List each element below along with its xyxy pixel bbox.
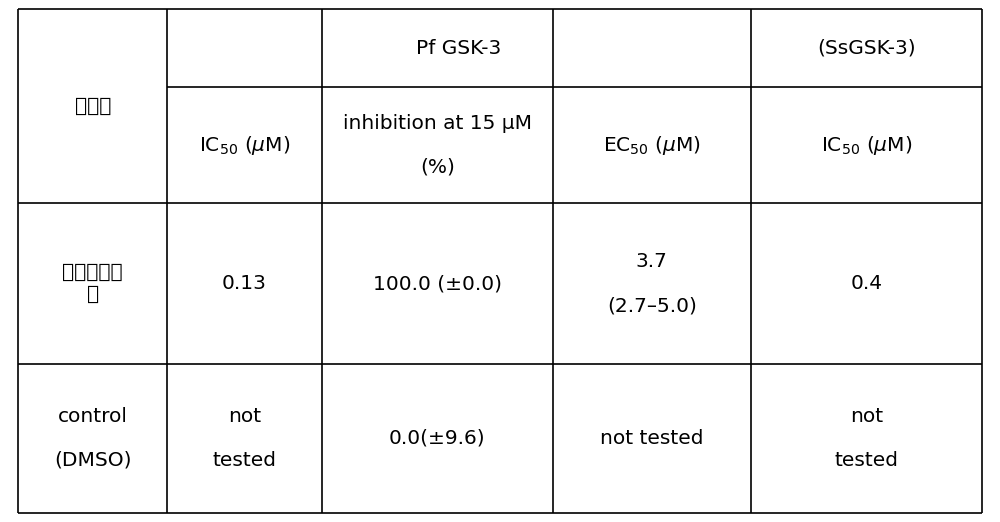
Text: 化合物: 化合物 bbox=[75, 97, 111, 116]
Text: control

(DMSO): control (DMSO) bbox=[54, 407, 131, 470]
Text: inhibition at 15 μM

(%): inhibition at 15 μM (%) bbox=[343, 114, 532, 177]
Text: 100.0 (±0.0): 100.0 (±0.0) bbox=[373, 274, 502, 293]
Text: EC$_{50}$ ($\mu$M): EC$_{50}$ ($\mu$M) bbox=[603, 134, 701, 157]
Text: IC$_{50}$ ($\mu$M): IC$_{50}$ ($\mu$M) bbox=[199, 134, 290, 157]
Text: (SsGSK-3): (SsGSK-3) bbox=[817, 39, 916, 58]
Text: IC$_{50}$ ($\mu$M): IC$_{50}$ ($\mu$M) bbox=[821, 134, 912, 157]
Text: 3.7

(2.7–5.0): 3.7 (2.7–5.0) bbox=[607, 252, 697, 315]
Text: Pf GSK-3: Pf GSK-3 bbox=[416, 39, 502, 58]
Text: not

tested: not tested bbox=[213, 407, 277, 470]
Text: 0.4: 0.4 bbox=[850, 274, 882, 293]
Text: 0.13: 0.13 bbox=[222, 274, 267, 293]
Text: not tested: not tested bbox=[600, 429, 704, 448]
Text: 0.0(±9.6): 0.0(±9.6) bbox=[389, 429, 486, 448]
Text: 本发明化合
物: 本发明化合 物 bbox=[62, 263, 123, 304]
Text: not

tested: not tested bbox=[834, 407, 898, 470]
